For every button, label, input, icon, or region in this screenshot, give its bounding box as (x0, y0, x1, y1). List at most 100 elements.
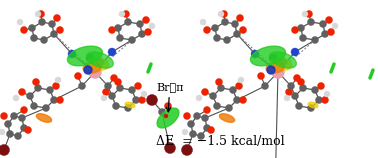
Circle shape (231, 21, 239, 27)
Text: ΔE  = −1.5 kcal/mol: ΔE = −1.5 kcal/mol (156, 135, 284, 148)
Circle shape (133, 97, 139, 103)
Circle shape (115, 24, 121, 31)
Circle shape (28, 24, 36, 31)
Circle shape (240, 27, 246, 33)
Ellipse shape (266, 63, 284, 73)
Circle shape (284, 95, 290, 101)
Circle shape (296, 103, 302, 109)
Ellipse shape (308, 102, 318, 108)
Circle shape (113, 103, 119, 109)
Circle shape (5, 121, 11, 128)
Ellipse shape (157, 108, 179, 128)
Circle shape (183, 112, 191, 119)
Circle shape (214, 34, 220, 42)
Circle shape (86, 54, 94, 62)
Circle shape (68, 50, 76, 58)
Circle shape (31, 103, 37, 109)
Circle shape (101, 95, 107, 101)
Circle shape (136, 21, 144, 27)
Circle shape (138, 97, 146, 103)
Circle shape (201, 115, 209, 122)
Circle shape (25, 127, 31, 134)
Circle shape (189, 131, 197, 137)
Ellipse shape (67, 46, 102, 66)
Circle shape (293, 75, 301, 82)
Circle shape (181, 145, 192, 155)
Circle shape (209, 92, 217, 100)
Circle shape (194, 112, 200, 119)
Ellipse shape (267, 66, 275, 74)
Ellipse shape (87, 52, 113, 68)
Circle shape (39, 18, 45, 25)
Circle shape (6, 131, 14, 137)
Circle shape (20, 27, 28, 33)
Circle shape (215, 79, 223, 85)
Circle shape (56, 97, 64, 103)
Circle shape (116, 85, 124, 91)
Circle shape (108, 92, 116, 100)
Circle shape (237, 15, 243, 21)
Circle shape (297, 79, 305, 85)
Circle shape (318, 82, 324, 89)
Circle shape (79, 82, 85, 89)
Circle shape (299, 85, 307, 91)
Circle shape (11, 112, 17, 119)
Circle shape (307, 18, 314, 25)
Circle shape (124, 18, 132, 25)
Circle shape (96, 58, 104, 66)
Circle shape (144, 28, 152, 36)
Circle shape (203, 106, 211, 113)
Circle shape (143, 16, 150, 24)
Circle shape (129, 36, 135, 43)
Circle shape (164, 143, 175, 154)
Circle shape (271, 66, 285, 79)
Ellipse shape (84, 66, 92, 74)
Circle shape (217, 85, 225, 91)
Circle shape (51, 30, 57, 37)
Ellipse shape (36, 114, 52, 122)
Circle shape (322, 30, 328, 37)
Circle shape (53, 82, 59, 89)
Circle shape (17, 19, 23, 25)
Circle shape (34, 85, 42, 91)
Circle shape (88, 66, 102, 79)
Circle shape (158, 109, 166, 115)
Circle shape (203, 27, 211, 33)
Circle shape (124, 104, 132, 112)
Circle shape (324, 91, 330, 97)
Circle shape (20, 106, 28, 113)
Circle shape (222, 18, 228, 25)
Circle shape (240, 97, 246, 103)
Circle shape (299, 34, 307, 42)
Ellipse shape (83, 63, 101, 73)
Circle shape (325, 16, 333, 24)
Circle shape (291, 27, 299, 33)
Circle shape (129, 86, 135, 94)
Circle shape (302, 11, 308, 17)
Circle shape (13, 95, 19, 101)
Circle shape (316, 97, 322, 103)
Circle shape (234, 30, 240, 37)
Circle shape (291, 48, 299, 56)
Circle shape (14, 133, 22, 140)
Ellipse shape (87, 58, 109, 70)
Circle shape (42, 104, 50, 112)
Circle shape (319, 21, 327, 27)
Circle shape (141, 91, 147, 97)
Circle shape (220, 10, 228, 18)
Circle shape (203, 125, 211, 131)
Circle shape (197, 133, 204, 140)
Circle shape (108, 48, 116, 56)
Circle shape (164, 114, 168, 118)
Circle shape (33, 79, 39, 85)
Circle shape (104, 82, 112, 89)
Circle shape (291, 92, 299, 100)
Circle shape (56, 27, 64, 33)
Circle shape (269, 54, 277, 62)
Circle shape (40, 36, 48, 43)
Circle shape (115, 79, 121, 85)
Circle shape (20, 125, 28, 131)
Circle shape (182, 129, 188, 135)
Circle shape (311, 36, 319, 43)
Circle shape (0, 145, 9, 155)
